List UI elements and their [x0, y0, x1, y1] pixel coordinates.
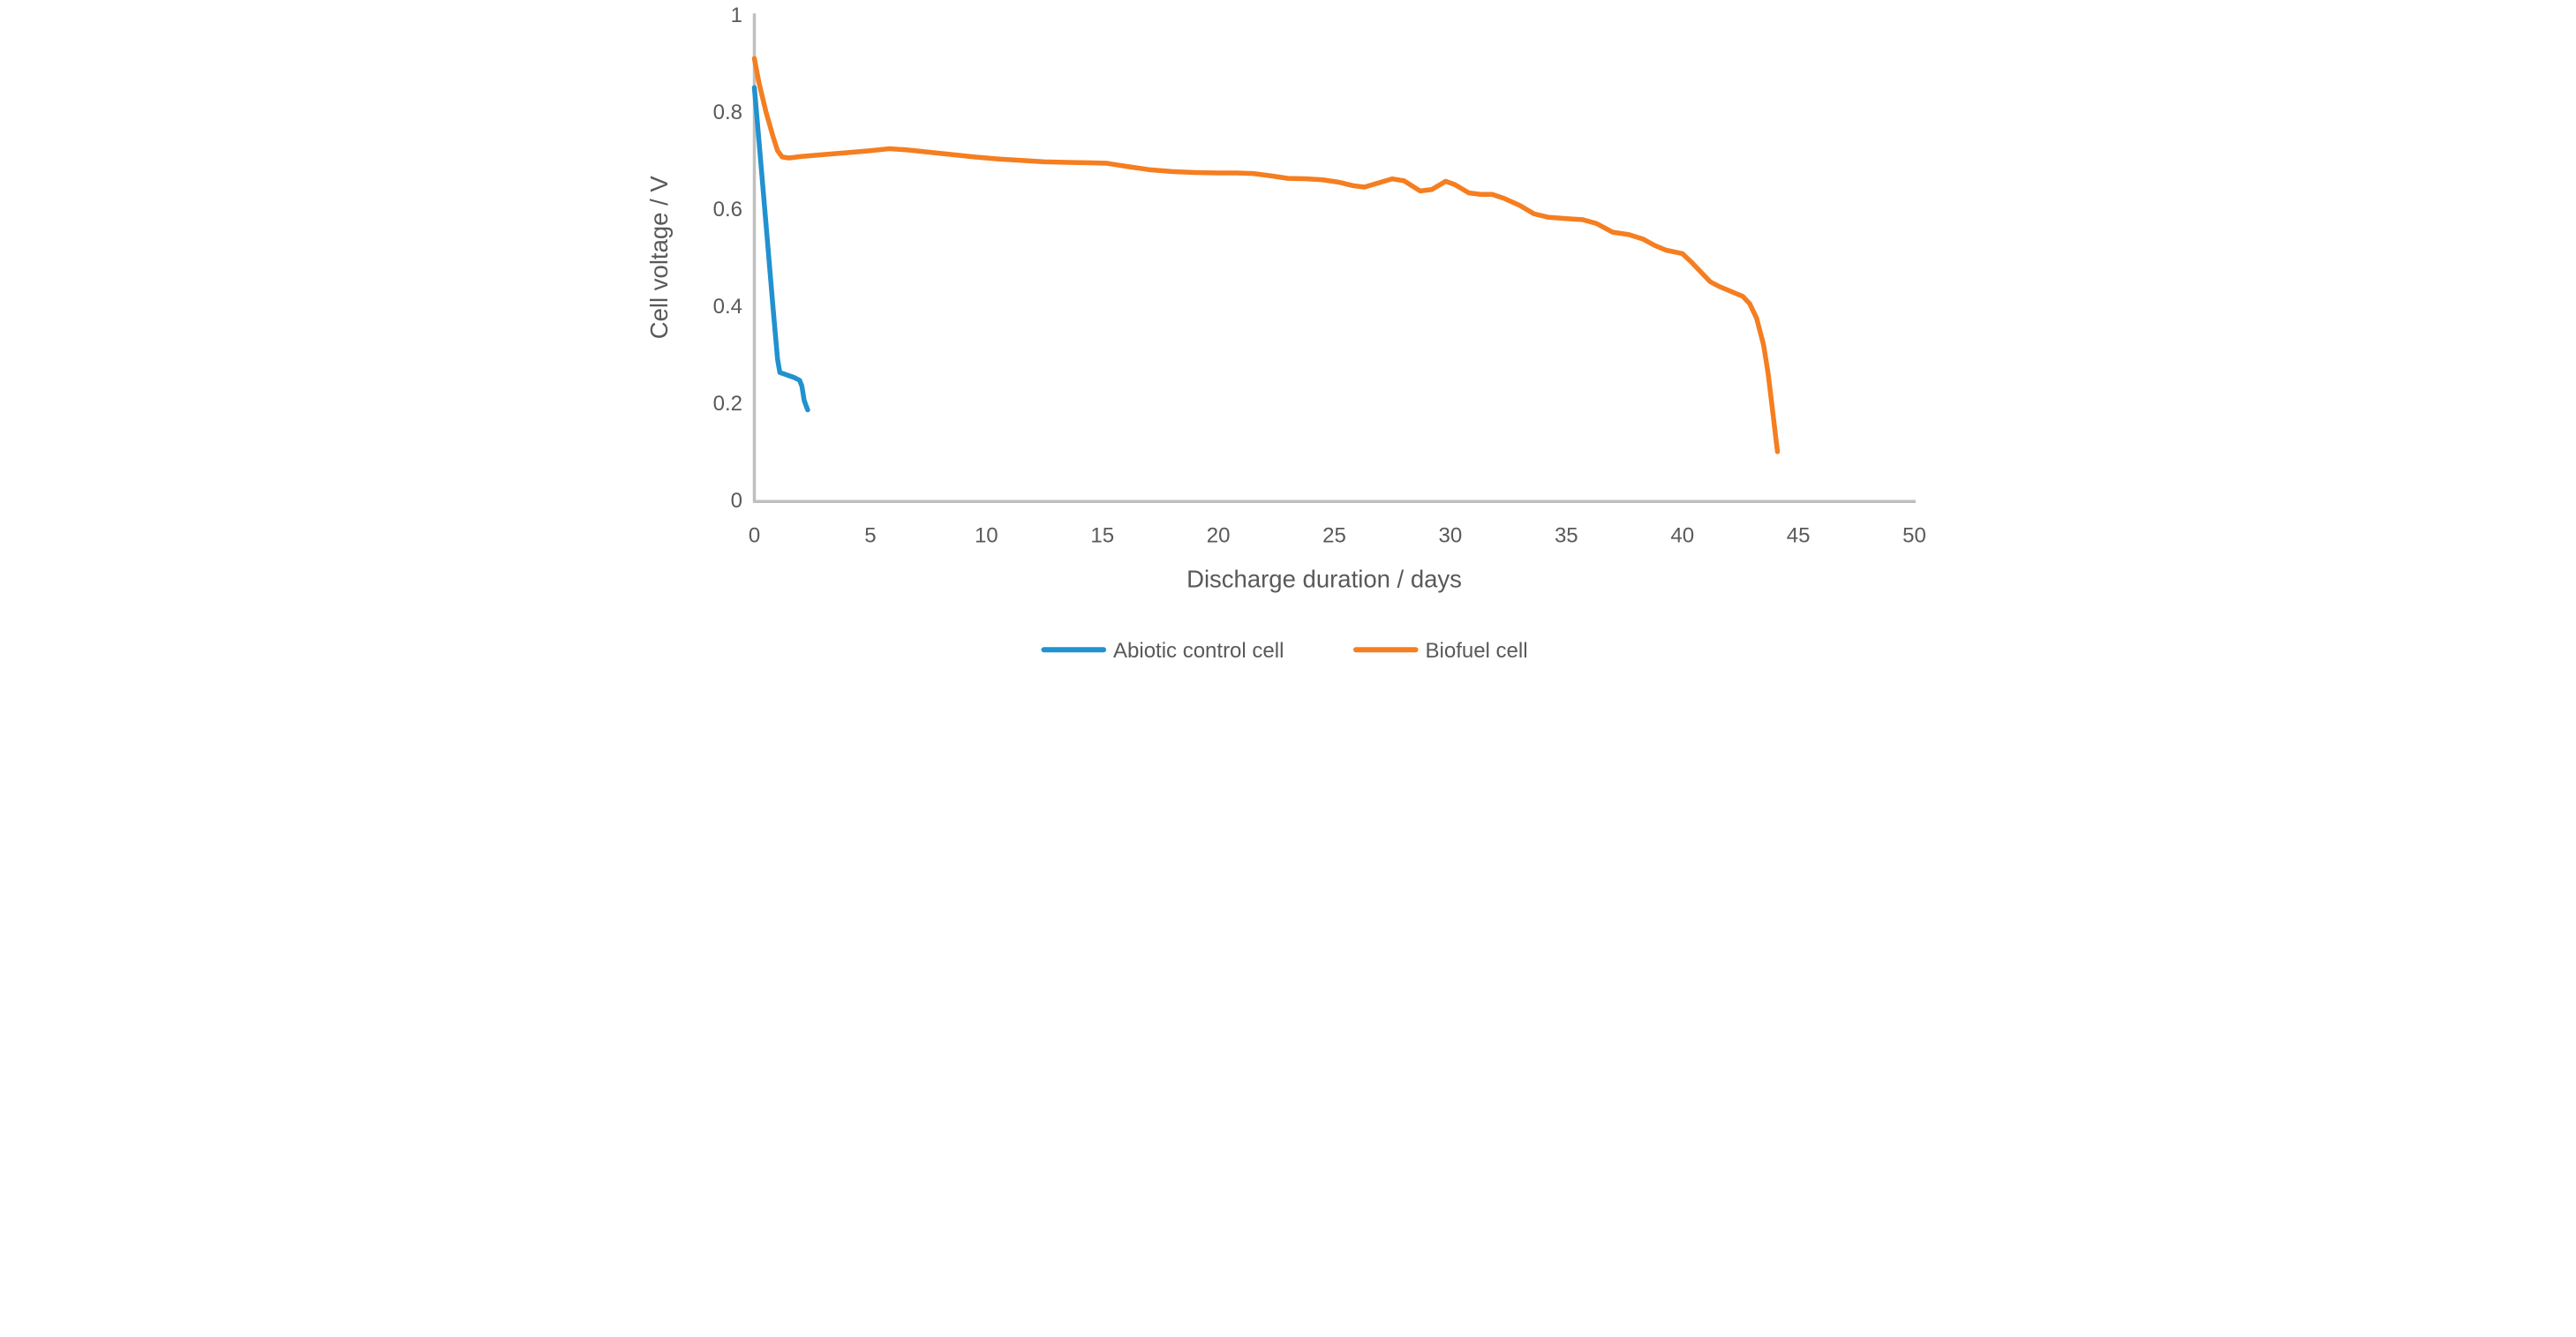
x-tick-label: 30 [1438, 523, 1462, 547]
y-axis-title: Cell voltage / V [645, 176, 673, 340]
x-tick-label: 50 [1902, 523, 1926, 547]
y-tick-label: 0 [730, 489, 742, 513]
x-axis-tick-labels: 0 5 10 15 20 25 30 35 40 45 50 [748, 523, 1925, 547]
y-tick-label: 0.6 [712, 198, 742, 222]
legend-label: Abiotic control cell [1113, 639, 1284, 663]
y-tick-label: 0.8 [712, 101, 742, 124]
legend-item: Abiotic control cell [1041, 639, 1284, 663]
legend-item: Biofuel cell [1352, 639, 1527, 663]
y-tick-label: 0.2 [712, 392, 742, 416]
x-axis-title: Discharge duration / days [1186, 565, 1462, 592]
x-tick-label: 40 [1670, 523, 1694, 547]
y-axis-tick-labels: 0 0.2 0.4 0.6 0.8 1 [712, 4, 742, 513]
x-tick-label: 15 [1090, 523, 1114, 547]
battery-discharge-chart: 0 0.2 0.4 0.6 0.8 1 0 5 10 15 20 25 30 35 40 45 50 Cell… [644, 0, 1932, 669]
y-tick-label: 0.4 [712, 295, 742, 319]
series-lines [751, 56, 1780, 454]
x-tick-label: 35 [1554, 523, 1578, 547]
legend: Abiotic control cell Biofuel cell [1041, 639, 1527, 663]
x-tick-label: 20 [1206, 523, 1230, 547]
series-line-abiotic-control-cell [751, 85, 810, 413]
y-tick-label: 1 [730, 4, 742, 27]
series-line-biofuel-cell [751, 56, 1780, 454]
legend-label: Biofuel cell [1425, 639, 1527, 663]
x-tick-label: 0 [748, 523, 759, 547]
x-tick-label: 25 [1322, 523, 1346, 547]
x-tick-label: 45 [1786, 523, 1810, 547]
line-chart-svg: 0 0.2 0.4 0.6 0.8 1 0 5 10 15 20 25 30 35 40 45 50 Cell… [645, 4, 1926, 663]
x-tick-label: 5 [864, 523, 876, 547]
x-tick-label: 10 [974, 523, 998, 547]
